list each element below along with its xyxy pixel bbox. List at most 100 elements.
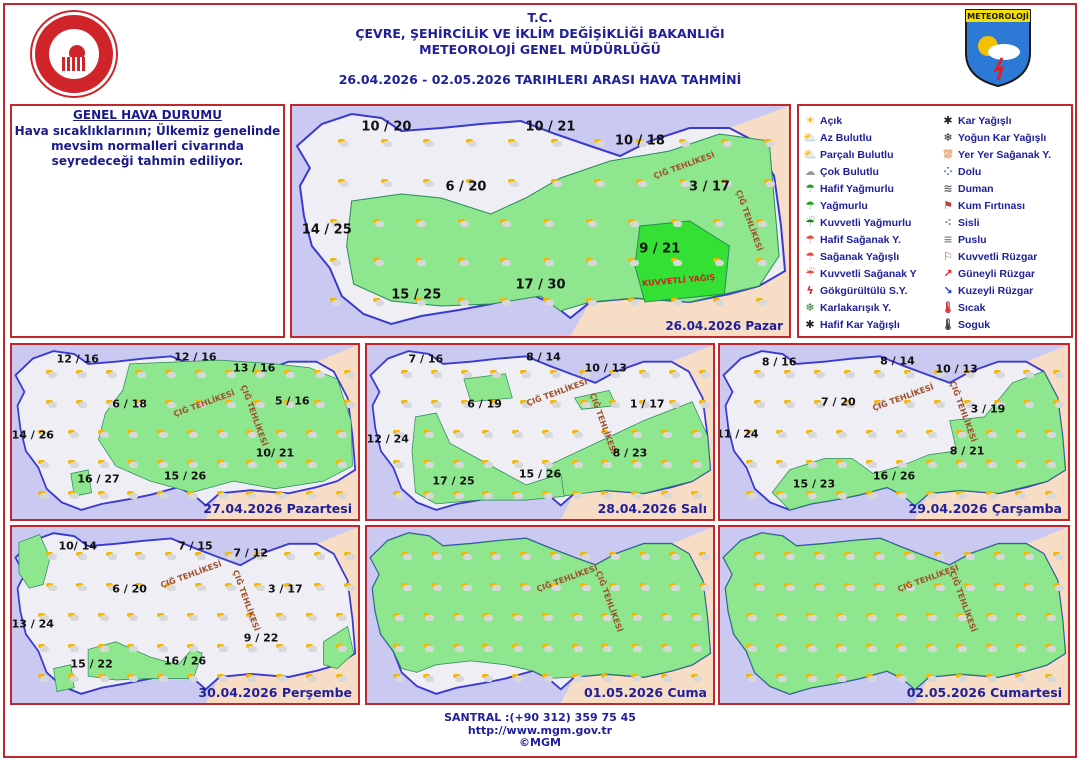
heavy-rain-icon: ☔ [805,216,815,229]
legend-item: ☂ Hafif Yağmurlu [803,180,941,197]
weather-icon [808,432,817,439]
page-frame [3,3,1077,758]
weather-icon [40,432,49,439]
weather-icon [603,492,613,499]
weather-icon [1017,462,1027,469]
weather-icon [226,554,236,560]
footer: SANTRAL :(+90 312) 359 75 45 http://www.… [360,711,720,750]
weather-icon [748,462,758,469]
weather-icon [1017,645,1027,652]
weather-icon [1055,371,1065,378]
legend-item: ⚐ Kuvvetli Rüzgar [941,248,1071,265]
weather-icon [467,180,477,187]
weather-icon [662,462,672,469]
weather-icon [927,462,937,469]
map-date-label: 27.04.2026 Pazartesi [203,501,352,516]
weather-icon [897,492,907,499]
temp-label: 3 / 17 [268,582,303,596]
weather-icon [345,584,355,591]
weather-icon [403,584,412,591]
weather-icon [816,554,825,560]
legend-item: 🌡 Soguk [941,316,1071,333]
weather-icon [129,615,139,622]
weather-icon [581,554,591,560]
weather-icon [965,584,975,591]
temp-label: 9 / 21 [639,241,681,257]
weather-icon [748,492,758,499]
snow-icon: ✱ [943,114,953,127]
weather-icon [492,584,502,591]
weather-icon [403,371,412,378]
weather-icon [987,615,997,622]
temp-label: 7 / 16 [408,352,444,366]
weather-icon [196,401,206,408]
weather-icon [188,615,198,622]
map-day-6: ÇIĞ TEHLİKESİ ÇIĞ TEHLİKESİ 01.05.2026 Cum… [365,525,715,705]
weather-icon [957,645,967,652]
weather-icon [432,371,442,378]
temp-label: 7 / 12 [233,546,269,560]
weather-icon [987,492,997,499]
weather-icon [484,432,494,439]
weather-icon [514,432,523,439]
footer-url[interactable]: http://www.mgm.gov.tr [467,723,613,737]
temp-label: 15 / 26 [518,467,562,481]
weather-icon [307,645,317,652]
weather-icon [692,462,702,469]
weather-icon [188,462,198,469]
legend-label: Kum Fırtınası [958,199,1026,212]
weather-icon [611,371,621,378]
weather-icon [748,645,758,652]
weather-icon [1017,615,1027,622]
weather-icon [278,432,287,439]
weather-icon [748,676,758,683]
legend-label: Sisli [958,216,980,229]
cloud-icon: ☁ [804,165,816,178]
weather-icon [167,584,176,591]
rain-area [70,469,92,497]
weather-icon [867,492,877,499]
map-day-1: ÇIĞ TEHLİKESİ ÇIĞ TEHLİKESİ KUVVETLİ YAĞ… [290,104,791,338]
weather-icon [502,220,512,227]
weather-icon [957,676,967,683]
weather-icon [256,371,266,378]
sandstorm-icon: ⚑ [943,199,953,212]
legend-label: Gökgürültülü S.Y. [820,284,908,297]
weather-icon [867,676,877,683]
footer-phone: SANTRAL :(+90 312) 359 75 45 [444,711,636,724]
weather-icon [40,492,49,499]
temp-label: 1 / 17 [629,397,665,411]
legend-label: Kuvvetli Yağmurlu [820,216,912,229]
weather-icon [573,432,583,439]
weather-icon [315,371,325,378]
weather-icon [424,462,434,469]
weather-icon [611,401,621,408]
weather-icon [867,432,877,439]
weather-icon [965,554,975,560]
weather-icon [845,371,855,378]
weather-icon [278,492,287,499]
weather-icon [196,554,206,560]
weather-icon [492,554,502,560]
weather-icon [551,584,561,591]
weather-icon [700,401,710,408]
weather-icon [69,615,79,622]
thermometer-cold-icon: 🌡 [941,318,955,331]
weather-icon [462,584,472,591]
legend-item: 🌡 Sıcak [941,299,1071,316]
weather-icon [1025,584,1035,591]
legend-item: ≡ Puslu [941,231,1071,248]
weather-icon [462,401,472,408]
rain-area [18,534,51,589]
weather-icon [757,220,767,227]
temp-label: 10 / 18 [614,133,665,148]
temp-label: 16 / 26 [163,654,207,668]
weather-icon [692,676,702,683]
weather-icon [935,371,945,378]
weather-icon [137,401,147,408]
weather-icon [417,220,427,227]
weather-icon [417,260,427,267]
weather-icon [99,615,109,622]
weather-icon [587,300,597,307]
weather-icon [543,492,553,499]
